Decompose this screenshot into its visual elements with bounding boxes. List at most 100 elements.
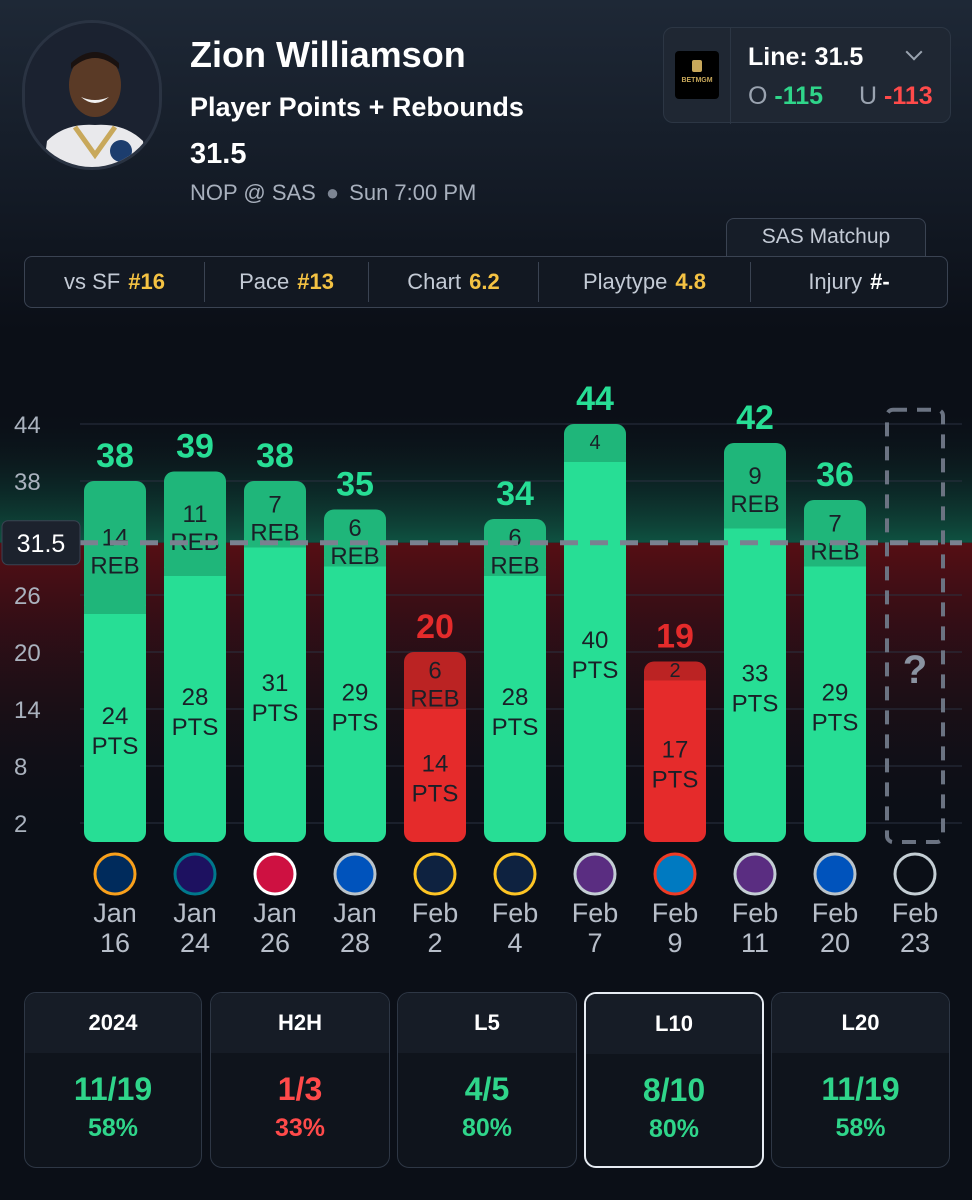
hit-rate-card-l20[interactable]: L20 11/19 58% (771, 992, 950, 1168)
hit-rate-card-l5[interactable]: L5 4/5 80% (397, 992, 577, 1168)
bar-split-shade (164, 568, 226, 576)
x-tick-day: 16 (100, 928, 130, 958)
card-percent: 33% (274, 1114, 326, 1142)
kings-logo-icon (573, 852, 617, 896)
reb-unit-label: REB (410, 686, 459, 713)
x-tick-month: Feb (892, 898, 939, 928)
player-avatar (22, 20, 162, 170)
stat-label: Pace (239, 269, 290, 294)
line-box-divider (730, 28, 731, 124)
stat-value: 6.2 (469, 269, 500, 294)
hit-rate-card-h2h[interactable]: H2H 1/3 33% (210, 992, 390, 1168)
x-tick-day: 11 (741, 928, 769, 958)
bar-pts (804, 500, 866, 842)
reb-unit-label: REB (490, 553, 539, 580)
bar-reb (564, 424, 626, 462)
bar-split-shade (724, 520, 786, 529)
stat-playtype: Playtype 4.8 (539, 262, 751, 302)
bar-reb (404, 652, 466, 709)
bar-reb (724, 443, 786, 529)
x-tick-month: Jan (333, 898, 377, 928)
bar-split (84, 606, 146, 614)
x-tick-month: Jan (253, 898, 297, 928)
tab-matchup[interactable]: SAS Matchup (726, 218, 926, 256)
pts-unit-label: PTS (252, 700, 299, 727)
game-time: Sun 7:00 PM (349, 180, 477, 205)
pending-label: ? (903, 648, 927, 692)
y-tick-label: 26 (14, 583, 41, 610)
mavericks-logo-icon (333, 852, 377, 896)
line-label: Line: 31.5 (748, 43, 864, 71)
line-selector[interactable]: BETMGM Line: 31.5 O -115 U -113 (663, 27, 951, 124)
bar-split (804, 558, 866, 567)
card-percent: 58% (87, 1114, 139, 1142)
bar-reb (324, 509, 386, 567)
card-percent: 80% (461, 1114, 513, 1142)
pending-bar-placeholder (885, 407, 945, 844)
line-badge-label: 31.5 (17, 530, 66, 558)
pts-value-label: 29 (822, 679, 849, 706)
bar-split-shade (484, 568, 546, 576)
sportsbook-name: BETMGM (681, 77, 713, 84)
x-tick-day: 9 (667, 928, 682, 958)
pts-unit-label: PTS (492, 714, 539, 741)
hit-rate-card-season[interactable]: 2024 11/19 58% (24, 992, 202, 1168)
hit-rate-card-l10[interactable]: L10 8/10 80% (584, 992, 764, 1168)
card-label: 2024 (25, 993, 201, 1053)
card-percent: 58% (835, 1114, 886, 1142)
pts-unit-label: PTS (172, 714, 219, 741)
nuggets-logo-icon (493, 852, 537, 896)
reb-unit-label: REB (730, 491, 779, 518)
x-tick-month: Feb (412, 898, 459, 928)
bar-total-label: 44 (576, 380, 614, 418)
bar-split-shade (644, 672, 706, 681)
bar-reb (804, 500, 866, 567)
bar-total-label: 36 (816, 456, 854, 494)
x-tick-month: Jan (93, 898, 137, 928)
bar-reb (244, 481, 306, 548)
card-percent: 80% (648, 1115, 700, 1143)
y-tick-label: 38 (14, 469, 41, 496)
bar-pts (244, 481, 306, 842)
pts-value-label: 24 (102, 703, 129, 730)
stat-label: Chart (407, 269, 462, 294)
x-tick-day: 23 (900, 928, 930, 958)
betmgm-logo-icon: BETMGM (675, 51, 719, 99)
pts-unit-label: PTS (332, 709, 379, 736)
bar-split (724, 520, 786, 529)
mavericks-logo-icon (813, 852, 857, 896)
bar-pts (164, 471, 226, 842)
bar-pts (564, 424, 626, 842)
bar-split (404, 701, 466, 709)
chevron-down-icon[interactable] (905, 43, 923, 61)
pts-value-label: 17 (662, 736, 689, 763)
card-label: L10 (586, 994, 762, 1054)
hit-rate-cards: 2024 11/19 58% H2H 1/3 33% L5 4/5 80% L1… (24, 992, 950, 1168)
card-label: L20 (772, 993, 949, 1053)
bar-reb (484, 519, 546, 576)
pts-value-label: 33 (742, 660, 769, 687)
y-tick-label: 20 (14, 640, 41, 667)
reb-value-label: 9 (748, 463, 761, 490)
pts-unit-label: PTS (732, 690, 779, 717)
raptors-logo-icon (253, 852, 297, 896)
card-record: 11/19 (821, 1071, 900, 1107)
card-record: 4/5 (464, 1071, 510, 1107)
reb-value-label: 6 (508, 525, 521, 552)
matchup-stats: vs SF #16 Pace #13 Chart 6.2 Playtype 4.8 In… (24, 256, 948, 308)
y-tick-label: 8 (14, 754, 27, 781)
reb-value-label: 7 (828, 510, 841, 537)
player-photo-icon (25, 23, 159, 167)
pts-unit-label: PTS (412, 781, 459, 808)
bar-total-label: 34 (496, 475, 534, 513)
thunder-logo-icon (653, 852, 697, 896)
prop-line: 31.5 (190, 138, 247, 170)
bar-pts (84, 481, 146, 842)
bar-reb (164, 471, 226, 576)
stat-injury: Injury #- (751, 262, 947, 302)
x-tick-day: 20 (820, 928, 850, 958)
reb-value-label: 2 (669, 660, 680, 682)
pts-unit-label: PTS (812, 709, 859, 736)
line-badge (1, 520, 81, 566)
stat-label: Injury (808, 269, 863, 294)
